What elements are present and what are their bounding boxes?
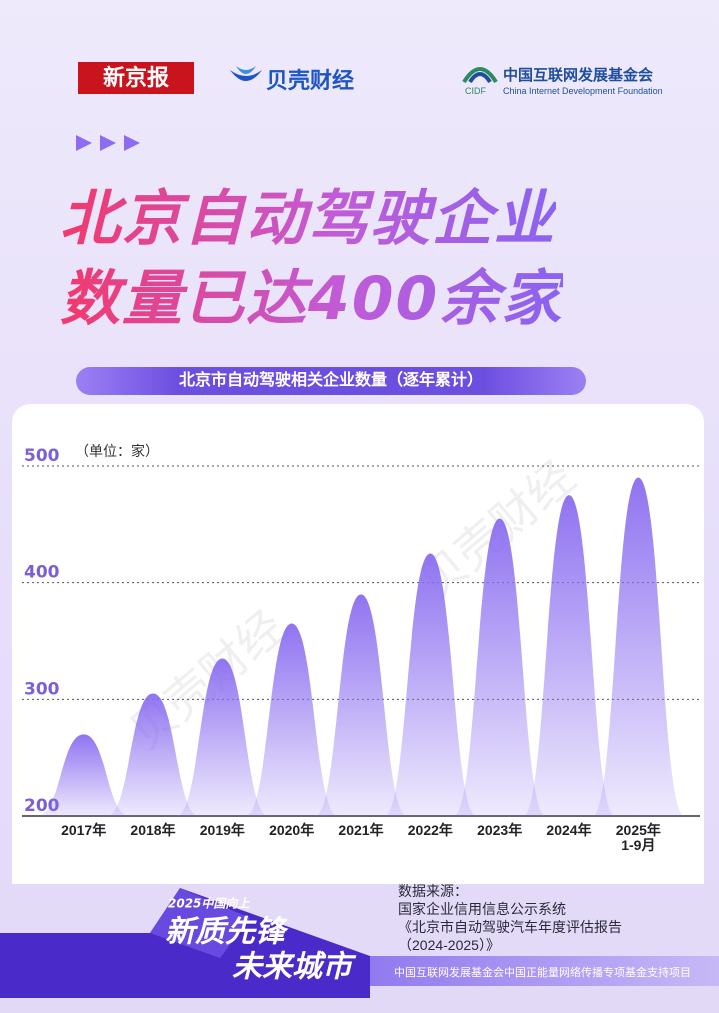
bell [176,658,269,816]
bell [453,518,546,816]
logo: 贝壳财经 [266,69,355,94]
x-tick-label: 2018年 [130,822,176,838]
bell [384,553,477,816]
source-label: 数据来源： [398,883,468,899]
arrows [76,135,140,151]
bell [245,623,338,816]
bell [315,594,407,816]
x-tick-label: 2017年 [61,822,107,838]
chart-title: 北京市自动驾驶相关企业数量（逐年累计） [76,367,586,395]
logo-icon [230,66,262,81]
bell [37,734,130,816]
y-tick-label: 400 [24,563,60,583]
badge-top: 2025中国向上 [168,897,250,911]
headline: 数量已达400余家 [60,250,563,337]
badge-text: 未来城市 [232,950,357,985]
headline: 北京自动驾驶企业 [60,170,556,257]
x-tick-label: 2022年 [407,822,453,838]
y-tick-label: 500 [24,446,60,466]
badge: 2025中国向上 新质先锋 未来城市 [0,888,370,998]
source-line: 《北京市自动驾驶汽车年度评估报告 （2024-2025）》 [398,919,622,953]
x-tick-label: 2019年 [199,822,245,838]
x-tick-label: 2020年 [269,822,315,838]
unit: （单位：家） [75,443,159,460]
bell [592,477,685,816]
logo: 中国互联网发展基金会 [503,66,654,84]
bell [523,495,615,816]
x-tick-label: 2025年 1-9月 [615,822,661,853]
footer: 中国互联网发展基金会中国正能量网络传播专项基金支持项目 [394,967,691,979]
x-tick-label: 2021年 [338,822,384,838]
logo: CIDF [465,86,486,96]
source: 数据来源： 国家企业信用信息公示系统《北京市自动驾驶汽车年度评估报告 （2024-… [398,882,622,954]
x-tick-label: 2024年 [546,822,592,838]
bell [107,693,199,816]
y-tick-label: 300 [24,679,60,699]
badge-text: 新质先锋 [165,915,289,950]
logo: 新京报 [78,62,194,94]
logo-icon [462,67,498,84]
x-tick-label: 2023年 [477,822,523,838]
source-line: 国家企业信用信息公示系统 [398,901,566,917]
logo: China Internet Development Foundation [503,86,663,96]
